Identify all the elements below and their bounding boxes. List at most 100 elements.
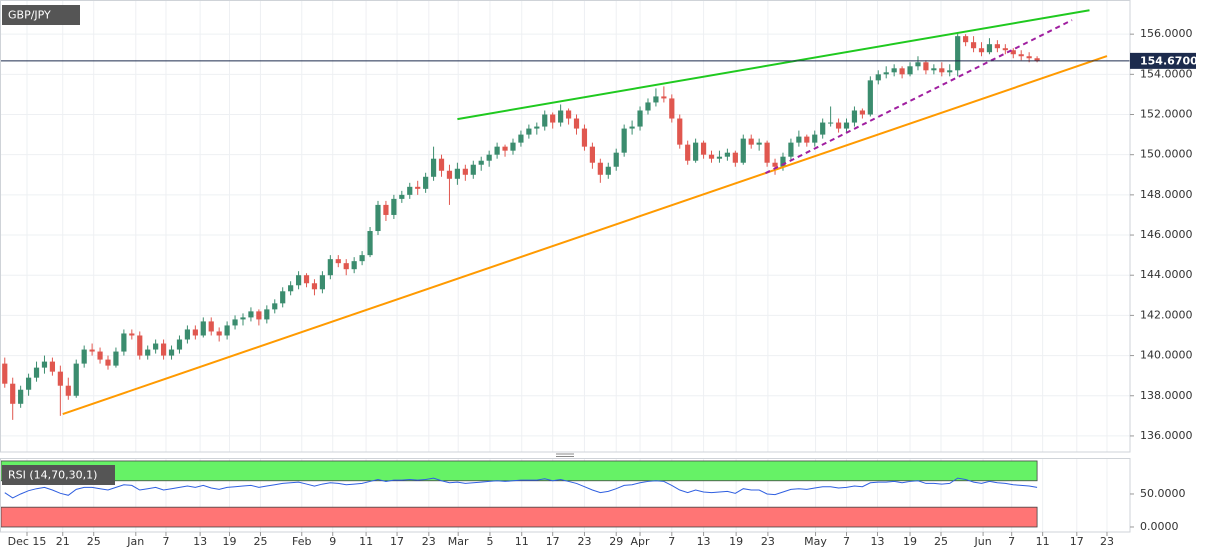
candle-body (137, 335, 143, 356)
candle-body (89, 349, 95, 352)
x-tick-label: Feb (292, 535, 311, 548)
candle-body (216, 331, 222, 336)
x-tick-label: 19 (729, 535, 743, 548)
candle-body (351, 261, 357, 270)
candle-body (764, 142, 770, 163)
candle-body (105, 359, 111, 366)
candle-body (835, 122, 842, 129)
x-tick-label: 11 (1036, 535, 1050, 548)
candle-body (359, 255, 365, 262)
x-tick-label: 11 (359, 535, 373, 548)
candle-body (875, 74, 881, 81)
candle-body (415, 186, 421, 189)
candle-body (708, 154, 715, 159)
candle-body (613, 152, 619, 167)
x-tick-label: 23 (1100, 535, 1114, 548)
candle-body (891, 68, 897, 73)
candle-body (621, 128, 627, 153)
candle-body (970, 42, 977, 49)
x-tick-label: 29 (609, 535, 623, 548)
x-tick-label: 7 (162, 535, 169, 548)
x-tick-label: 23 (761, 535, 775, 548)
candle-body (851, 110, 858, 123)
candle-body (57, 371, 63, 386)
candle-body (49, 361, 56, 372)
x-tick-label: 9 (329, 535, 336, 548)
candle-body (367, 231, 373, 256)
candle-body (693, 142, 699, 161)
candle-body (605, 166, 611, 175)
candle-body (224, 325, 230, 336)
y-tick-label: 140.0000 (1140, 349, 1193, 362)
candle-body (454, 168, 460, 179)
symbol-title: GBP/JPY (8, 9, 51, 22)
y-tick-label: 156.0000 (1140, 27, 1193, 40)
x-tick-label: 7 (1008, 535, 1015, 548)
rsi-bands (0, 460, 1038, 528)
candle-body (796, 136, 802, 143)
candle-body (804, 136, 810, 143)
candle-body (18, 389, 24, 404)
candle-body (867, 80, 873, 115)
candle-body (994, 44, 1000, 49)
candle-body (399, 194, 405, 199)
x-tick-label: May (804, 535, 827, 548)
candle-body (335, 259, 341, 264)
candle-body (129, 333, 135, 336)
candle-body (462, 168, 468, 175)
x-tick-label: 23 (422, 535, 436, 548)
candle-body (581, 128, 588, 147)
candle-body (645, 102, 651, 111)
candle-body (319, 275, 326, 290)
y-tick-label: 136.0000 (1140, 429, 1193, 442)
candle-body (343, 263, 349, 270)
candle-body (732, 152, 738, 163)
candle-body (478, 160, 484, 165)
trend-line (62, 55, 1108, 415)
x-tick-label: 13 (193, 535, 207, 548)
candle-body (1034, 58, 1040, 61)
candle-body (391, 198, 397, 215)
y-tick-label: 144.0000 (1140, 268, 1193, 281)
x-tick-label: 7 (668, 535, 675, 548)
candle-body (97, 351, 103, 360)
candle-body (542, 114, 548, 127)
y-tick-label: 148.0000 (1140, 188, 1193, 201)
candle-body (192, 329, 198, 336)
candle-body (470, 164, 476, 175)
candle-body (565, 110, 572, 119)
candle-body (176, 339, 183, 350)
candle-body (915, 62, 921, 67)
candle-body (510, 142, 516, 151)
last-price-label: 154.6700 (1140, 54, 1198, 67)
candle-body (10, 383, 16, 404)
x-tick-label: 25 (87, 535, 101, 548)
candle-body (986, 44, 993, 53)
candle-body (812, 134, 818, 143)
candle-body (669, 98, 675, 119)
candle-body (81, 349, 87, 364)
candle-body (264, 309, 270, 320)
candle-body (756, 142, 762, 145)
candle-body (788, 142, 794, 157)
candle-body (256, 311, 262, 320)
candle-body (303, 275, 310, 284)
y-tick-label: 0.0000 (1140, 520, 1179, 533)
candle-body (295, 275, 302, 286)
x-tick-label: 11 (515, 535, 529, 548)
candle-body (558, 110, 564, 123)
candle-body (772, 162, 778, 167)
candle-body (661, 96, 667, 99)
candle-body (2, 363, 8, 384)
y-tick-label: 152.0000 (1140, 108, 1193, 121)
last-price-box (1130, 52, 1196, 69)
trend-line (765, 19, 1073, 175)
x-tick-label: 17 (546, 535, 560, 548)
candle-body (383, 204, 389, 215)
y-tick-label: 142.0000 (1140, 308, 1193, 321)
candle-body (1026, 56, 1032, 59)
candle-body (446, 170, 453, 179)
y-tick-label: 138.0000 (1140, 389, 1193, 402)
candle-body (883, 72, 889, 75)
